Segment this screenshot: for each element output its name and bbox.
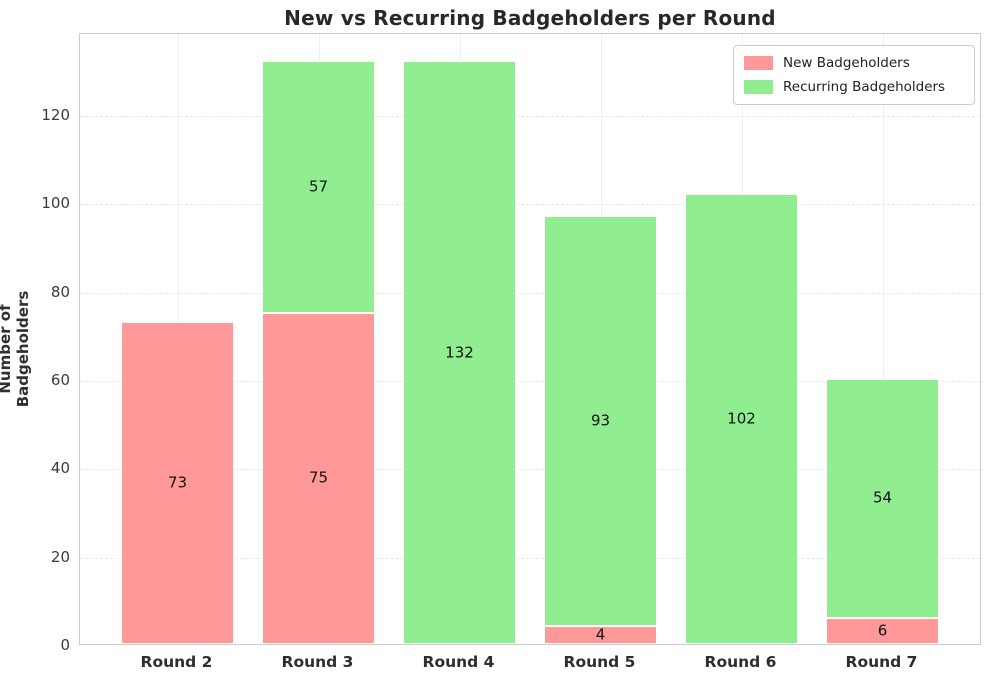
x-tick-label-round-6: Round 6 bbox=[704, 653, 777, 671]
bar-value-label: 57 bbox=[308, 177, 329, 196]
y-tick-label-60: 60 bbox=[50, 371, 70, 390]
x-tick-label-round-3: Round 3 bbox=[281, 653, 354, 671]
legend: New Badgeholders Recurring Badgeholders bbox=[733, 45, 975, 105]
gridline-y-60 bbox=[80, 381, 980, 383]
legend-swatch-icon bbox=[744, 56, 773, 70]
bar-value-label: 73 bbox=[167, 473, 188, 492]
y-tick-label-80: 80 bbox=[50, 282, 70, 301]
gridline-x-6 bbox=[882, 34, 884, 644]
bar-segment-recurring-badgeholders bbox=[544, 215, 657, 627]
bar-value-label: 93 bbox=[590, 411, 611, 430]
bar-group-round-6: 102 bbox=[685, 32, 798, 644]
gridline-y-100 bbox=[80, 204, 980, 206]
bar-segment-recurring-badgeholders bbox=[685, 193, 798, 644]
bar-segment-recurring-badgeholders bbox=[262, 61, 375, 313]
chart-title: New vs Recurring Badgeholders per Round bbox=[284, 6, 776, 30]
bar-segment-recurring-badgeholders bbox=[403, 61, 516, 644]
bar-segment-new-badgeholders bbox=[826, 617, 939, 644]
y-tick-label-20: 20 bbox=[50, 547, 70, 566]
bar-value-label: 132 bbox=[445, 343, 474, 362]
x-tick-label-round-7: Round 7 bbox=[845, 653, 918, 671]
legend-item-new-badgeholders: New Badgeholders bbox=[744, 55, 964, 71]
gridline-y-40 bbox=[80, 469, 980, 471]
bar-segment-recurring-badgeholders bbox=[826, 379, 939, 618]
y-tick-label-40: 40 bbox=[50, 459, 70, 478]
bar-group-round-4: 132 bbox=[403, 32, 516, 644]
x-tick-label-round-5: Round 5 bbox=[563, 653, 636, 671]
bar-segment-new-badgeholders bbox=[262, 312, 375, 644]
y-axis-label: Number of Badgeholders bbox=[0, 290, 32, 408]
bar-value-label: 6 bbox=[877, 621, 888, 640]
gridline-y-80 bbox=[80, 292, 980, 294]
bar-value-label: 54 bbox=[872, 488, 893, 507]
bar-group-round-7: 6 54 bbox=[826, 32, 939, 644]
x-tick-label-round-2: Round 2 bbox=[140, 653, 213, 671]
legend-label: New Badgeholders bbox=[783, 55, 910, 71]
bar-group-round-5: 4 93 bbox=[544, 32, 657, 644]
gridline-y-20 bbox=[80, 557, 980, 559]
legend-item-recurring-badgeholders: Recurring Badgeholders bbox=[744, 79, 964, 95]
y-tick-label-0: 0 bbox=[60, 636, 70, 654]
plot-area: 73 75 57 132 4 93 102 6 54 bbox=[79, 33, 981, 645]
x-tick-label-round-4: Round 4 bbox=[422, 653, 495, 671]
bar-value-label: 4 bbox=[595, 625, 606, 644]
y-tick-label-100: 100 bbox=[41, 194, 70, 213]
gridline-y-120 bbox=[80, 116, 980, 118]
bar-segment-new-badgeholders bbox=[121, 321, 234, 644]
legend-label: Recurring Badgeholders bbox=[783, 79, 946, 95]
bar-group-round-2: 73 bbox=[121, 32, 234, 644]
bar-group-round-3: 75 57 bbox=[262, 32, 375, 644]
bar-value-label: 102 bbox=[727, 409, 756, 428]
bar-segment-new-badgeholders bbox=[544, 626, 657, 644]
y-tick-label-120: 120 bbox=[41, 106, 70, 125]
bar-value-label: 75 bbox=[308, 468, 329, 487]
legend-swatch-icon bbox=[744, 80, 773, 94]
